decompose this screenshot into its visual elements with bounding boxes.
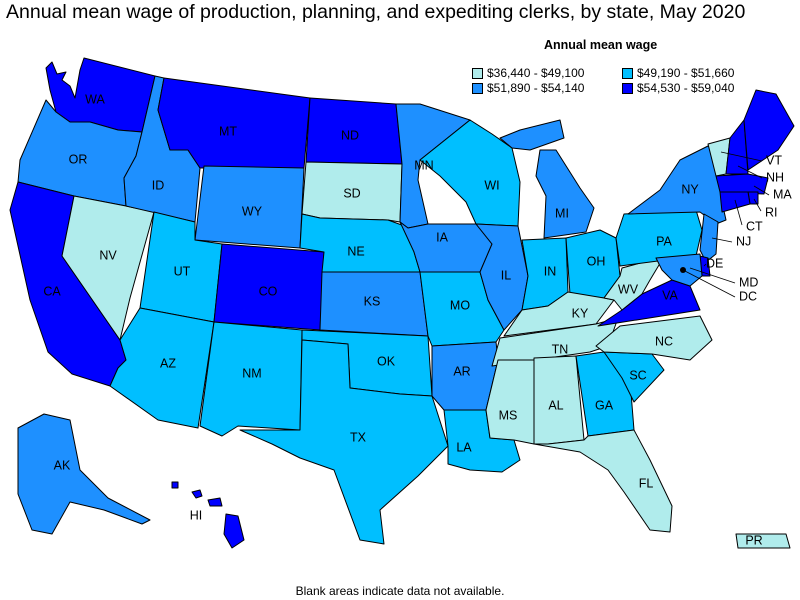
state-az [109, 307, 215, 429]
legend-item-label: $36,440 - $49,100 [487, 66, 585, 80]
state-nc [595, 315, 713, 361]
state-md [655, 253, 703, 287]
state-label-nh: NH [766, 170, 784, 184]
legend-swatch [622, 67, 633, 79]
state-label-ny: NY [681, 182, 699, 196]
state-label-tn: TN [552, 342, 569, 356]
state-label-ga: GA [595, 398, 614, 412]
state-label-wy: WY [242, 204, 263, 218]
state-label-al: AL [548, 398, 563, 412]
state-label-mi: MI [555, 206, 569, 220]
state-label-hi: HI [190, 508, 203, 522]
state-label-nj: NJ [736, 234, 751, 248]
legend-item-label: $54,530 - $59,040 [637, 81, 735, 95]
state-nj [699, 213, 719, 263]
state-label-az: AZ [160, 356, 176, 370]
state-label-ut: UT [174, 264, 191, 278]
state-label-wv: WV [618, 282, 639, 296]
state-label-id: ID [152, 178, 165, 192]
leader-line-ri [753, 198, 762, 212]
footnote: Blank areas indicate data not available. [295, 584, 505, 598]
leader-line-nj [711, 237, 733, 243]
state-label-fl: FL [639, 476, 654, 490]
legend-item: $49,190 - $51,660 [622, 66, 734, 80]
state-label-ri: RI [765, 205, 778, 219]
leader-line-de [703, 263, 707, 267]
state-label-wi: WI [484, 178, 499, 192]
leader-line-dc [682, 269, 736, 298]
state-label-ar: AR [453, 364, 470, 378]
state-label-ne: NE [347, 244, 364, 258]
state-label-or: OR [69, 152, 88, 166]
state-label-ma: MA [773, 187, 792, 201]
state-label-tx: TX [350, 430, 367, 444]
state-label-mt: MT [219, 124, 237, 138]
state-label-nv: NV [99, 248, 117, 262]
state-label-ks: KS [364, 294, 381, 308]
legend-item-label: $51,890 - $54,140 [487, 81, 585, 95]
legend-item: $36,440 - $49,100 [472, 66, 584, 80]
state-label-md: MD [739, 275, 758, 289]
state-wv [603, 259, 663, 311]
state-label-la: LA [456, 440, 472, 454]
state-label-ms: MS [499, 408, 518, 422]
leader-line-ct [734, 199, 743, 226]
state-label-ca: CA [43, 284, 61, 298]
state-label-ia: IA [436, 230, 448, 244]
legend-swatch [472, 82, 483, 94]
state-label-ak: AK [54, 458, 71, 472]
state-me [743, 89, 795, 171]
state-tx [239, 339, 449, 545]
legend-item: $51,890 - $54,140 [472, 81, 584, 95]
state-label-va: VA [662, 288, 678, 302]
legend-item: $54,530 - $59,040 [622, 81, 734, 95]
state-label-dc: DC [739, 289, 757, 303]
leader-line-vt [720, 151, 763, 162]
state-label-pa: PA [656, 234, 672, 248]
legend-swatch [472, 67, 483, 79]
state-label-wa: WA [85, 92, 105, 106]
leader-line-nh [737, 165, 763, 179]
state-label-ct: CT [746, 219, 763, 233]
leader-line-ma [753, 185, 770, 196]
state-label-nm: NM [242, 366, 261, 380]
state-mn [395, 103, 471, 229]
state-label-co: CO [259, 284, 278, 298]
state-label-de: DE [706, 256, 723, 270]
state-mi [499, 119, 595, 239]
state-label-ok: OK [377, 354, 396, 368]
state-ak [17, 413, 151, 535]
state-label-mn: MN [414, 158, 433, 172]
state-ma [715, 173, 769, 195]
leader-line-md [689, 267, 736, 284]
state-label-nd: ND [341, 128, 359, 142]
state-hi [171, 481, 245, 549]
legend-item-label: $49,190 - $51,660 [637, 66, 735, 80]
state-fl [533, 429, 673, 533]
state-il [475, 223, 529, 331]
state-label-ky: KY [572, 306, 589, 320]
state-label-in: IN [544, 264, 557, 278]
state-label-vt: VT [766, 153, 782, 167]
state-label-il: IL [501, 268, 511, 282]
state-ct [719, 191, 751, 213]
state-label-sc: SC [629, 368, 646, 382]
state-label-oh: OH [587, 254, 606, 268]
state-label-mo: MO [450, 298, 470, 312]
legend-title: Annual mean wage [544, 38, 658, 52]
map-title: Annual mean wage of production, planning… [6, 1, 746, 23]
state-pr [735, 533, 791, 549]
legend-swatch [622, 82, 633, 94]
state-label-sd: SD [343, 186, 360, 200]
state-label-nc: NC [655, 334, 673, 348]
state-label-pr: PR [745, 533, 762, 547]
